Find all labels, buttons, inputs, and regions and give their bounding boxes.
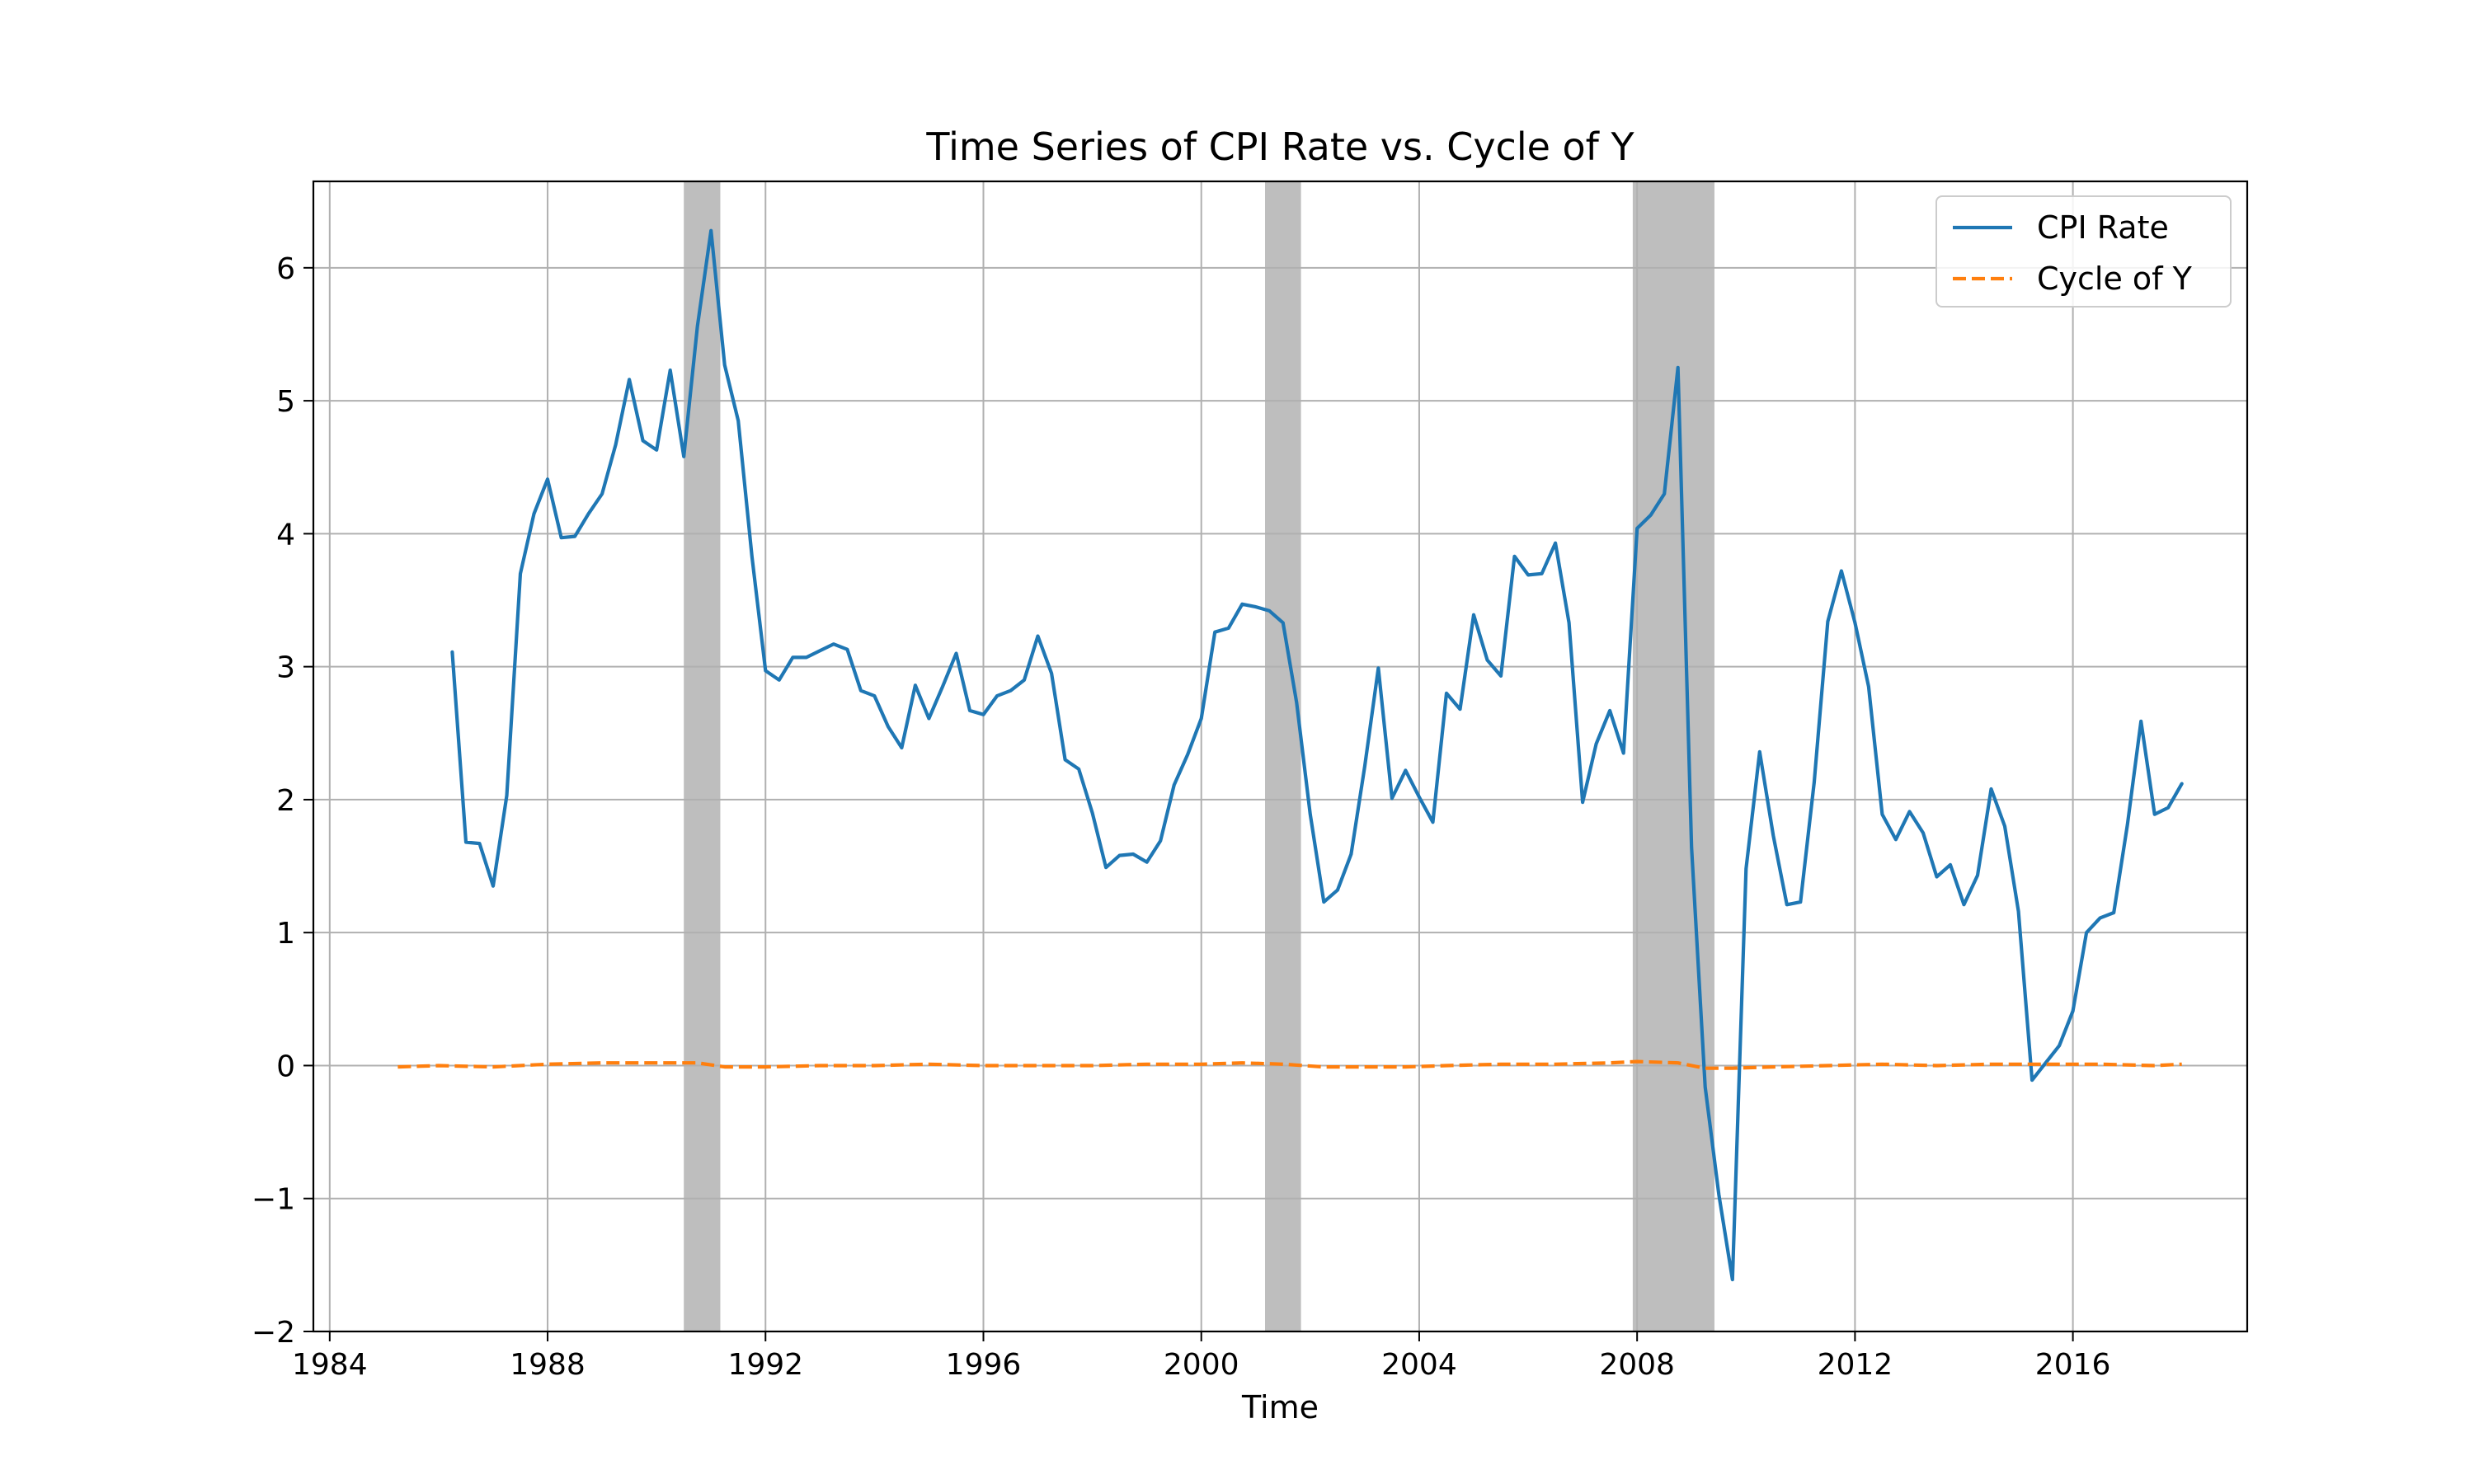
- y-tick-label: 2: [276, 784, 295, 818]
- shaded-region-2: [1265, 181, 1301, 1331]
- series-line-cycle-of-y: [397, 1059, 2182, 1070]
- x-axis-ticks: 1984 1988 1992 1996 2000 2004 2008 2012 2016: [292, 1331, 2110, 1382]
- y-tick-label: 5: [276, 385, 295, 419]
- x-tick-label: 2016: [2035, 1348, 2111, 1382]
- y-tick-label: 6: [276, 252, 295, 286]
- series-line-cpi-rate: [450, 228, 2184, 1282]
- x-axis-label: Time: [1241, 1389, 1319, 1425]
- plot-lines: [397, 228, 2184, 1282]
- shaded-region-3: [1632, 181, 1714, 1331]
- legend: CPI Rate Cycle of Y: [1935, 195, 2232, 308]
- x-tick-label: 2012: [1818, 1348, 1893, 1382]
- axes-frame: [312, 180, 2249, 1333]
- y-tick-label: −1: [252, 1183, 295, 1217]
- y-tick-label: 1: [276, 917, 295, 951]
- x-tick-label: 2000: [1164, 1348, 1239, 1382]
- x-tick-label: 1988: [510, 1348, 586, 1382]
- x-tick-label: 1996: [946, 1348, 1022, 1382]
- x-tick-label: 2008: [1599, 1348, 1675, 1382]
- legend-label: CPI Rate: [2037, 209, 2169, 246]
- y-tick-label: 0: [276, 1050, 295, 1083]
- x-tick-label: 1984: [292, 1348, 368, 1382]
- shaded-region-1: [684, 181, 721, 1331]
- x-tick-label: 1992: [727, 1348, 803, 1382]
- legend-label: Cycle of Y: [2037, 261, 2193, 297]
- chart-title: Time Series of CPI Rate vs. Cycle of Y: [925, 124, 1634, 169]
- recession-shading: [684, 181, 1714, 1331]
- y-tick-label: 3: [276, 651, 295, 685]
- y-tick-label: 4: [276, 518, 295, 552]
- y-axis-ticks: −2 −1 0 1 2 3 4 5 6: [252, 252, 313, 1350]
- x-tick-label: 2004: [1381, 1348, 1457, 1382]
- y-tick-label: −2: [252, 1316, 295, 1350]
